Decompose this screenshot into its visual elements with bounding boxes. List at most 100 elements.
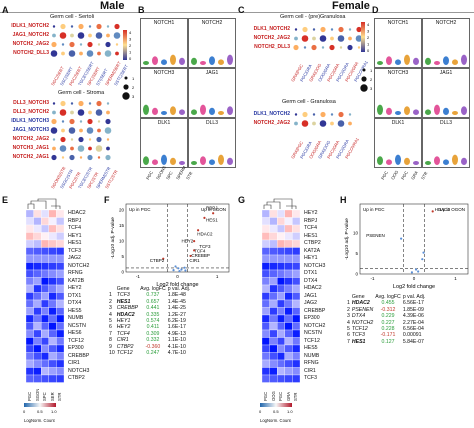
panel-b-xticks: PGC SGONS SPC SPERM STR <box>145 165 235 192</box>
heat-cell <box>277 374 285 383</box>
violin <box>200 104 206 115</box>
point-annotation: TCF4 <box>194 249 206 254</box>
table-logfc: 0.229 <box>381 313 395 320</box>
heat-cell <box>269 352 278 361</box>
heat-cell <box>269 292 278 301</box>
violin <box>386 107 392 115</box>
heat-col-label: SER <box>49 392 55 401</box>
table-pval: 1.4E-25 <box>167 305 186 312</box>
violin-box: JAG1 <box>188 68 236 118</box>
violin-svg <box>143 154 185 165</box>
table-row-index: 6 <box>109 324 112 331</box>
dot <box>96 100 102 107</box>
table-row-index: 2 <box>109 298 112 305</box>
heat-cell <box>33 277 42 286</box>
dot <box>86 50 94 57</box>
heat-cell <box>292 217 301 226</box>
heat-cell <box>26 224 34 233</box>
heat-cell <box>33 217 42 226</box>
panel-e-colorbar: 0 0.5 1.0 <box>23 403 57 414</box>
table-row: 6 TCF3 -0.171 0.00091 <box>346 332 426 338</box>
dot <box>68 127 76 134</box>
heat-cell <box>269 329 278 338</box>
dot <box>87 154 93 161</box>
panel-c-granulosa-cols: GRA|PGC PGC|GRA OOG|GRA GRA|OOG PGCi|GRA PGCi… <box>290 133 364 163</box>
heat-cell <box>277 224 285 233</box>
dot <box>104 50 112 57</box>
dot <box>95 145 103 152</box>
violin-title: JAG1 <box>439 70 453 76</box>
heat-cell <box>26 314 34 323</box>
heat-cell <box>269 254 278 263</box>
table-logfc: 0.441 <box>146 305 160 312</box>
dot <box>51 154 57 161</box>
heat-cell <box>277 239 285 248</box>
violin-svg <box>143 104 185 115</box>
heat-cell <box>48 284 57 293</box>
violin <box>461 157 467 165</box>
dot <box>79 156 83 159</box>
heat-cell <box>277 210 285 218</box>
heat-cell <box>262 359 270 368</box>
dot <box>338 111 344 118</box>
heat-cell <box>284 322 293 331</box>
dotplot-row-label: NOTCH2_DLL3 <box>254 44 290 50</box>
violin-title: NOTCH1 <box>153 20 175 26</box>
table-pval: 1.1E-10 <box>167 337 186 344</box>
ytick: 15 <box>119 223 125 228</box>
table-header-cell: Gene <box>351 294 365 300</box>
table-row: 9 CTBP2 -0.360 4.1E-10 <box>108 344 191 350</box>
heat-cell <box>48 359 57 368</box>
dot <box>114 23 120 30</box>
heat-cell <box>48 269 57 278</box>
dot <box>61 156 65 159</box>
dot <box>88 138 92 141</box>
dot <box>61 128 65 133</box>
ytick: 10 <box>119 239 125 244</box>
dot <box>69 154 75 161</box>
point-annotation: HDAC2 <box>435 207 451 212</box>
violin <box>200 156 206 165</box>
heat-cell <box>269 262 278 271</box>
violin <box>452 111 458 115</box>
point-annotation: RBPJ <box>206 206 218 211</box>
table-header-cell: p val. Adj. <box>167 286 191 292</box>
heat-gene-label: TCF12 <box>68 337 84 344</box>
heat-cell <box>269 277 278 286</box>
colorbar-tick: 1.0 <box>287 409 293 414</box>
heat-cell <box>48 337 57 346</box>
violin <box>443 107 449 115</box>
heat-cell <box>284 367 293 376</box>
table-row-index: 7 <box>109 330 112 337</box>
table-pval: 6.56E-17 <box>402 300 424 307</box>
dot <box>61 120 65 123</box>
panel-g-col-labels: PGC OOG PGC GRA STR <box>262 387 302 403</box>
dot <box>70 138 74 141</box>
heat-cell <box>56 367 65 376</box>
heat-cell <box>262 239 270 248</box>
heat-cell <box>269 344 278 353</box>
heat-cell <box>262 367 270 376</box>
table-row: 4 HDAC2 0.335 1.2E-27 <box>108 312 191 318</box>
colorbar-tick: 0 <box>23 409 26 414</box>
heat-gene-label: CIR1 <box>304 367 316 374</box>
table-row: 1 HDAC2 0.455 6.56E-17 <box>346 300 426 306</box>
violin-title: DLK1 <box>391 120 405 126</box>
dot <box>294 28 298 31</box>
heat-cell <box>284 239 293 248</box>
table-row-index: 8 <box>109 337 112 344</box>
heat-cell <box>56 374 65 383</box>
table-row-index: 4 <box>347 319 350 326</box>
right-label: Up in OGON <box>439 207 465 212</box>
dot <box>348 113 352 116</box>
heat-gene-label: TCF4 <box>68 225 81 231</box>
violin-box: NOTCH2 <box>188 18 236 68</box>
violin-svg <box>425 104 467 115</box>
panel-h-table: Gene Avg. logFC p val. Adj. 1 HDAC2 0.455 6.56… <box>346 294 426 345</box>
panel-a-sertoli-dotplot <box>50 23 121 57</box>
heat-cell <box>269 359 278 368</box>
violin <box>152 56 158 65</box>
table-gene: CIR1 <box>116 337 129 344</box>
violin <box>413 109 419 115</box>
dot <box>87 118 93 125</box>
